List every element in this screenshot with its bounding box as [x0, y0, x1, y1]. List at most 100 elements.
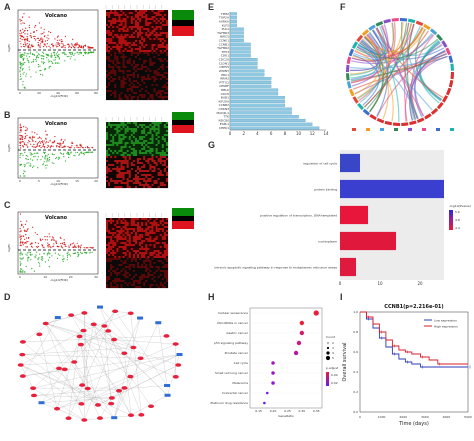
heatmap-cell	[130, 174, 133, 177]
volcano-point	[24, 151, 26, 153]
heatmap-cell	[120, 22, 123, 25]
heatmap-cell	[122, 12, 125, 15]
volcano-tick-label: 5	[38, 179, 40, 183]
volcano-point	[20, 73, 22, 75]
heatmap-cell	[112, 250, 115, 253]
heatmap-cell	[128, 14, 131, 17]
heatmap-cell	[151, 66, 154, 69]
heatmap-cell	[165, 20, 169, 23]
heatmap-cell	[126, 124, 129, 127]
heatmap-cell	[134, 12, 138, 15]
heatmap-cell	[114, 146, 117, 149]
heatmap-cell	[137, 248, 140, 251]
heatmap-cell	[141, 170, 144, 173]
heatmap-cell	[108, 262, 111, 265]
heatmap-cell	[143, 222, 146, 225]
volcano-tick-label: 0	[19, 91, 21, 95]
heatmap-cell	[106, 30, 109, 33]
volcano-point	[28, 45, 30, 47]
heatmap-cell	[114, 78, 117, 81]
heatmap-cell	[130, 282, 133, 285]
heatmap-cell	[122, 62, 125, 65]
heatmap-cell	[118, 10, 121, 13]
heatmap-cell	[132, 76, 136, 79]
heatmap-cell	[137, 144, 140, 147]
heatmap-cell	[147, 232, 150, 235]
heatmap-cell	[112, 30, 115, 33]
heatmap-cell	[145, 92, 148, 95]
heatmap-cell	[110, 248, 113, 251]
heatmap-cell	[139, 230, 142, 233]
heatmap-cell	[139, 158, 142, 161]
heatmap-cell	[108, 72, 111, 75]
heatmap-cell	[118, 160, 121, 163]
heatmap-cell	[110, 254, 113, 257]
heatmap-cell	[137, 88, 140, 91]
heatmap-cell	[108, 68, 111, 71]
heatmap-cell	[122, 232, 125, 235]
heatmap-cell	[153, 260, 156, 263]
heatmap-cell	[128, 162, 131, 165]
heatmap-cell	[112, 24, 115, 27]
heatmap-cell	[132, 128, 136, 131]
heatmap-cell	[159, 26, 162, 29]
heatmap-cell	[106, 34, 109, 37]
heatmap-cell	[143, 172, 146, 175]
heatmap-cell	[143, 170, 146, 173]
heatmap-cell	[163, 144, 167, 147]
heatmap-cell	[157, 34, 160, 37]
volcano-tick-label: 10	[43, 275, 47, 279]
bar-e-category-label: CDC20	[219, 58, 229, 62]
heatmap-cell	[149, 240, 152, 243]
heatmap-cell	[120, 54, 123, 57]
heatmap-cell	[132, 186, 136, 189]
volcano-point	[30, 165, 32, 167]
heatmap-cell	[130, 160, 133, 163]
heatmap-cell	[145, 52, 148, 55]
heatmap-cell	[114, 144, 117, 147]
volcano-point	[24, 166, 26, 168]
heatmap-cell	[110, 226, 113, 229]
heatmap-cell	[120, 234, 123, 237]
heatmap-cell	[139, 226, 142, 229]
heatmap-cell	[118, 134, 121, 137]
bar-e-bar	[229, 84, 272, 88]
heatmap-cell	[137, 254, 140, 257]
heatmap-cell	[163, 142, 167, 145]
heatmap-cell	[137, 182, 140, 185]
heatmap-cell	[145, 140, 148, 143]
heatmap-cell	[147, 28, 150, 31]
heatmap-cell	[149, 234, 152, 237]
heatmap-cell	[141, 70, 144, 73]
volcano-point	[54, 252, 57, 254]
network-edge	[45, 323, 134, 348]
heatmap-cell	[134, 242, 138, 245]
heatmap-cell	[141, 166, 144, 169]
heatmap-cell	[134, 84, 138, 87]
heatmap-cell	[157, 142, 160, 145]
heatmap-cell	[120, 58, 123, 61]
volcano-point	[20, 46, 22, 48]
heatmap-cell	[165, 80, 169, 83]
heatmap-cell	[147, 252, 150, 255]
heatmap-cell	[149, 166, 152, 169]
volcano-point	[62, 45, 65, 47]
heatmap-cell	[151, 136, 154, 139]
heatmap-a-legend-red	[172, 26, 194, 36]
chord-segment	[424, 113, 432, 120]
heatmap-cell	[147, 58, 150, 61]
network-edge	[22, 341, 99, 406]
heatmap-cell	[139, 22, 142, 25]
chord-legend-swatch	[352, 128, 356, 131]
heatmap-cell	[161, 132, 164, 135]
heatmap-cell	[124, 278, 127, 281]
volcano-point	[19, 34, 21, 36]
volcano-point	[47, 144, 49, 146]
volcano-point	[42, 74, 44, 76]
heatmap-cell	[163, 242, 167, 245]
heatmap-cell	[128, 32, 131, 35]
heatmap-cell	[157, 180, 160, 183]
heatmap-cell	[153, 18, 156, 21]
heatmap-cell	[155, 272, 158, 275]
heatmap-cell	[112, 144, 115, 147]
